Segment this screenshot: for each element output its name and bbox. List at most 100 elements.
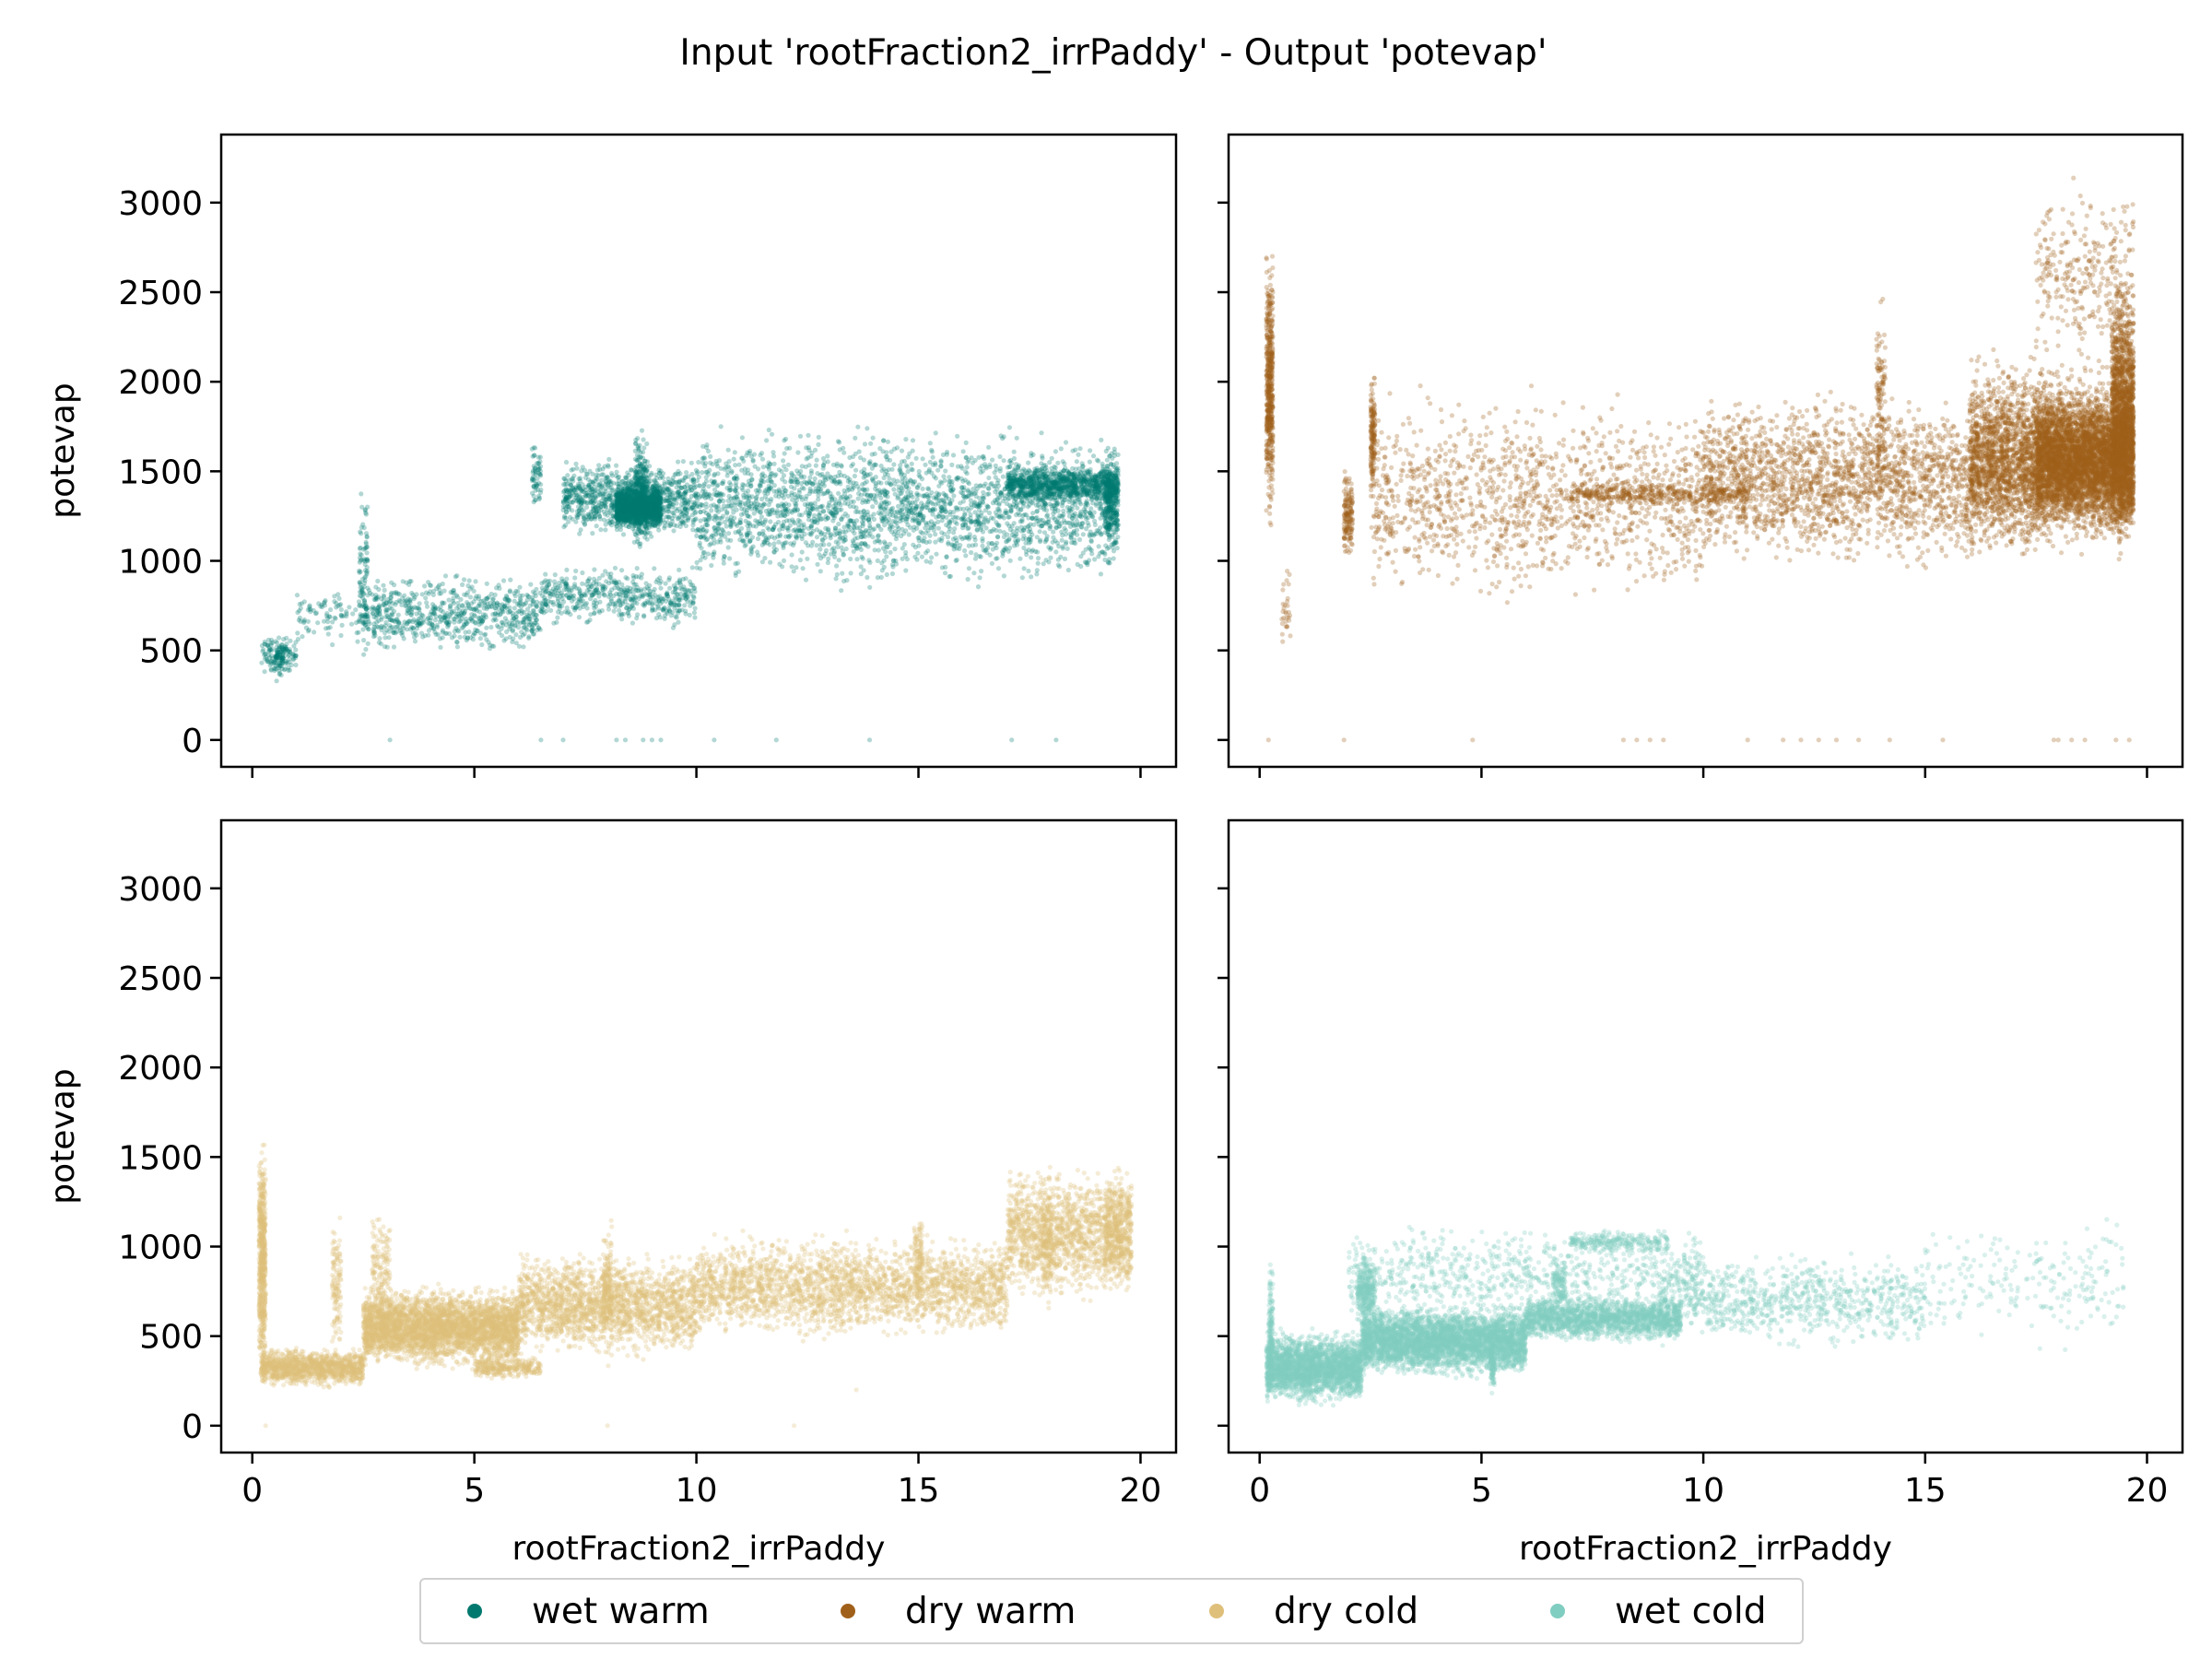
scatter-point	[603, 527, 607, 532]
scatter-point	[501, 578, 506, 582]
scatter-point	[377, 636, 382, 641]
scatter-point	[469, 612, 474, 617]
scatter-point	[655, 505, 660, 510]
scatter-point	[395, 591, 400, 595]
scatter-point	[484, 626, 488, 630]
scatter-point	[609, 587, 614, 592]
scatter-point	[585, 472, 590, 477]
scatter-point	[639, 575, 643, 580]
scatter-point	[308, 607, 312, 612]
scatter-point	[645, 495, 650, 500]
scatter-point	[677, 489, 681, 494]
scatter-point	[643, 474, 648, 478]
scatter-point	[677, 608, 681, 613]
scatter-point	[606, 465, 611, 469]
scatter-point	[432, 629, 437, 634]
scatter-point	[401, 579, 406, 583]
scatter-point	[674, 471, 678, 476]
scatter-point	[382, 644, 387, 649]
scatter-point	[635, 500, 640, 504]
scatter-point	[530, 628, 535, 632]
scatter-point	[274, 653, 278, 658]
scatter-point	[683, 507, 688, 512]
scatter-point	[339, 607, 344, 612]
scatter-point	[625, 576, 629, 581]
scatter-point	[650, 519, 654, 524]
scatter-point	[358, 560, 362, 565]
scatter-point	[361, 653, 366, 657]
scatter-point	[548, 608, 553, 613]
scatter-point	[604, 479, 608, 484]
scatter-point	[450, 609, 454, 614]
scatter-point	[677, 507, 681, 512]
scatter-point	[473, 628, 477, 632]
scatter-point	[478, 636, 483, 641]
scatter-point	[969, 550, 973, 555]
scatter-point	[379, 596, 383, 601]
scatter-point	[359, 491, 363, 496]
scatter-point	[553, 588, 558, 593]
scatter-point	[524, 615, 529, 619]
scatter-point	[688, 604, 692, 608]
scatter-point	[621, 612, 626, 617]
scatter-point	[280, 645, 285, 650]
scatter-point	[578, 476, 582, 480]
scatter-point	[504, 629, 509, 634]
scatter-point	[645, 599, 650, 604]
scatter-point	[427, 629, 431, 633]
scatter-point	[650, 608, 654, 613]
scatter-point	[573, 606, 578, 610]
scatter-point	[477, 609, 482, 614]
scatter-point	[593, 494, 597, 499]
scatter-point	[515, 589, 520, 594]
scatter-point	[518, 608, 523, 613]
scatter-point	[411, 626, 416, 630]
scatter-point	[601, 587, 606, 592]
scatter-point	[624, 524, 629, 528]
scatter-point	[361, 638, 366, 642]
scatter-point	[366, 627, 371, 631]
scatter-point	[682, 485, 687, 489]
scatter-point	[653, 593, 657, 597]
scatter-point	[633, 480, 638, 485]
scatter-point	[358, 547, 362, 551]
scatter-point	[644, 441, 649, 446]
scatter-point	[528, 582, 533, 587]
scatter-point	[454, 593, 459, 597]
scatter-point	[312, 629, 316, 634]
scatter-point	[677, 595, 682, 600]
scatter-point	[585, 588, 590, 593]
scatter-point	[986, 445, 991, 450]
scatter-point	[646, 587, 651, 592]
scatter-point	[1012, 450, 1017, 454]
scatter-point	[619, 617, 624, 621]
scatter-point	[274, 648, 278, 653]
scatter-point	[594, 506, 598, 511]
scatter-point	[575, 509, 580, 513]
scatter-point	[625, 603, 629, 607]
scatter-point	[590, 472, 594, 477]
scatter-point	[367, 621, 371, 626]
scatter-point	[579, 468, 583, 473]
scatter-point	[587, 483, 592, 488]
scatter-point	[373, 595, 378, 600]
scatter-point	[606, 497, 611, 501]
scatter-point	[419, 621, 424, 626]
scatter-point	[644, 479, 649, 484]
scatter-point	[534, 594, 538, 598]
scatter-point	[413, 639, 418, 643]
scatter-point	[623, 507, 628, 512]
scatter-point	[295, 610, 300, 615]
scatter-point	[684, 512, 688, 516]
scatter-point	[618, 595, 622, 600]
scatter-point	[512, 599, 517, 604]
scatter-point	[642, 459, 647, 464]
scatter-point	[465, 602, 470, 606]
scatter-point	[692, 610, 697, 615]
scatter-point	[468, 586, 473, 591]
scatter-point	[633, 465, 638, 470]
scatter-point	[358, 603, 362, 607]
scatter-point	[300, 634, 304, 639]
scatter-point	[371, 615, 376, 619]
scatter-point	[641, 437, 646, 441]
